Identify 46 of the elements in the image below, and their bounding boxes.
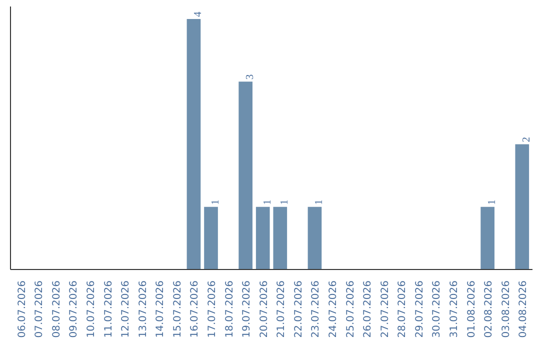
x-tick-label: 30.07.2026: [432, 280, 443, 338]
x-tick-label: 13.07.2026: [138, 280, 149, 338]
bar: [273, 206, 288, 270]
x-tick-label: 25.07.2026: [345, 280, 356, 338]
x-tick-label: 01.08.2026: [466, 280, 478, 338]
x-tick-label: 28.07.2026: [397, 280, 408, 338]
x-tick-label: 09.07.2026: [68, 280, 80, 338]
x-tick-label: 03.08.2026: [500, 280, 512, 338]
x-tick-label: 04.08.2026: [518, 280, 530, 338]
x-tick-label: 26.07.2026: [362, 280, 374, 338]
x-tick-label: 14.07.2026: [155, 280, 166, 338]
x-tick-label: 27.07.2026: [380, 280, 391, 338]
x-tick-label: 06.07.2026: [16, 280, 28, 338]
bar: [186, 19, 201, 270]
x-tick-label: 02.08.2026: [484, 280, 495, 338]
x-tick-label: 23.07.2026: [310, 280, 322, 338]
x-tick-label: 17.07.2026: [207, 280, 218, 338]
x-tick-label: 10.07.2026: [86, 280, 98, 338]
data-label: 1: [487, 200, 498, 205]
data-label: 1: [280, 200, 291, 205]
x-tick-label: 12.07.2026: [120, 280, 132, 338]
x-tick-label: 31.07.2026: [448, 280, 460, 338]
bar: [204, 206, 218, 270]
x-tick-label: 16.07.2026: [190, 280, 201, 338]
x-tick-label: 11.07.2026: [103, 280, 114, 338]
data-label: 2: [522, 136, 533, 142]
bar: [480, 206, 494, 270]
data-label: 3: [245, 74, 256, 80]
data-label: 4: [193, 11, 204, 18]
bar: [238, 82, 252, 270]
x-tick-label: 07.07.2026: [34, 280, 46, 338]
data-label: 1: [262, 200, 274, 205]
bar: [308, 206, 322, 270]
x-tick-label: 22.07.2026: [293, 280, 304, 338]
bar: [256, 206, 270, 270]
bar: [515, 144, 530, 270]
x-tick-label: 15.07.2026: [172, 280, 184, 338]
x-tick-label: 20.07.2026: [258, 280, 270, 338]
data-label: 1: [210, 200, 222, 205]
x-tick-label: 19.07.2026: [242, 280, 253, 338]
x-tick-label: 08.07.2026: [51, 280, 62, 338]
x-tick-label: 24.07.2026: [328, 280, 339, 338]
x-tick-label: 21.07.2026: [276, 280, 288, 338]
x-tick-label: 29.07.2026: [414, 280, 426, 338]
data-label: 1: [314, 200, 326, 205]
x-tick-label: 18.07.2026: [224, 280, 236, 338]
